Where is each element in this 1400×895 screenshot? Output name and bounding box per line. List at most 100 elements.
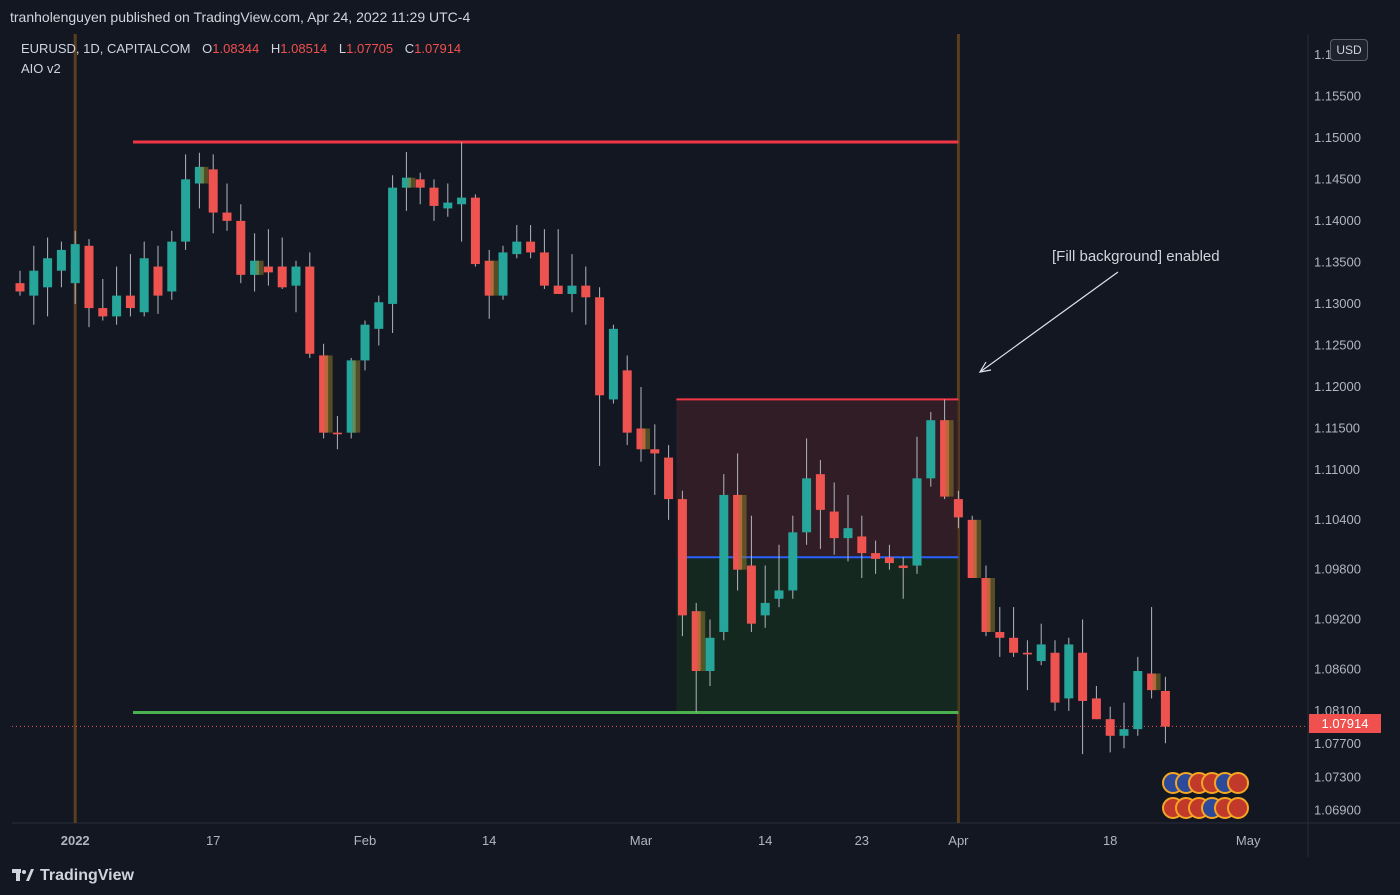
candle-down	[733, 494, 743, 570]
annotation-arrowhead	[978, 361, 992, 373]
candle-up	[250, 260, 260, 275]
highlight-bar	[738, 494, 747, 570]
candle-down	[84, 245, 94, 309]
x-tick-label: 18	[1103, 833, 1117, 848]
y-tick-label: 1.09200	[1314, 612, 1361, 627]
candle-up	[112, 295, 122, 317]
candle-up	[346, 360, 356, 433]
annotation-arrow	[979, 271, 1119, 373]
candle-down	[581, 285, 591, 298]
x-tick-label: 14	[758, 833, 772, 848]
candle-down	[595, 297, 605, 396]
candle-down	[484, 260, 494, 296]
candle-down	[622, 370, 632, 433]
candle-up	[912, 478, 922, 566]
candle-up	[194, 166, 204, 184]
candle-down	[898, 565, 908, 569]
candle-down	[429, 187, 439, 206]
candle-down	[470, 197, 480, 265]
candle-down	[857, 536, 867, 554]
candle-down	[650, 449, 660, 454]
x-tick-label: 2022	[61, 833, 90, 848]
candle-down	[1050, 652, 1060, 703]
y-tick-label: 1.12500	[1314, 337, 1361, 352]
y-tick-label: 1.08600	[1314, 661, 1361, 676]
candle-up	[843, 528, 853, 539]
tradingview-icon	[12, 869, 34, 881]
candle-down	[1147, 673, 1157, 691]
candle-up	[1133, 671, 1143, 730]
y-tick-label: 1.06900	[1314, 803, 1361, 818]
candle-down	[995, 631, 1005, 638]
symbol-label: EURUSD, 1D, CAPITALCOM	[21, 41, 191, 56]
open-label: O	[202, 41, 213, 56]
y-tick-label: 1.11000	[1314, 462, 1360, 477]
y-tick-label: 1.11500	[1314, 421, 1360, 436]
candle-down	[222, 212, 232, 221]
candle-down	[208, 169, 218, 213]
y-tick-label: 1.07700	[1314, 736, 1361, 751]
published-info: tranholenguyen published on TradingView.…	[10, 9, 471, 25]
candle-down	[884, 557, 894, 564]
candle-down	[664, 457, 674, 500]
highlight-bar	[352, 360, 361, 433]
candle-down	[539, 252, 549, 286]
candle-up	[401, 177, 411, 188]
candle-down	[277, 266, 287, 288]
event-flag-icon	[1227, 797, 1249, 819]
candle-up	[774, 590, 784, 599]
last-price-tag: 1.07914	[1309, 714, 1381, 733]
y-tick-label: 1.12000	[1314, 379, 1361, 394]
x-tick-label: Mar	[630, 833, 653, 848]
y-tick-label: 1.07300	[1314, 769, 1361, 784]
candle-down	[677, 499, 687, 616]
candle-up	[802, 478, 812, 533]
candle-down	[967, 519, 977, 578]
candle-down	[953, 499, 963, 518]
candle-up	[788, 532, 798, 591]
indicator-label[interactable]: AIO v2	[21, 61, 61, 76]
candle-down	[636, 428, 646, 450]
candle-down	[1091, 698, 1101, 720]
highlight-bar	[1152, 673, 1161, 691]
candle-up	[29, 270, 39, 296]
candle-down	[15, 283, 25, 292]
annotation-text: [Fill background] enabled	[1052, 248, 1220, 265]
low-label: L	[338, 41, 347, 56]
candle-up	[56, 249, 66, 271]
candle-down	[153, 266, 163, 296]
candle-down	[125, 295, 135, 309]
highlight-bar	[973, 519, 982, 578]
range-fill-lower	[676, 557, 959, 713]
candle-down	[1022, 652, 1032, 655]
x-tick-label: 17	[206, 833, 220, 848]
candle-down	[98, 308, 108, 317]
candle-down	[415, 179, 425, 188]
highlight-bar	[407, 177, 416, 188]
currency-button[interactable]: USD	[1330, 39, 1368, 61]
y-tick-label: 1.15000	[1314, 130, 1361, 145]
open-value: 1.08344	[212, 41, 260, 56]
candle-down	[236, 220, 246, 275]
candle-up	[43, 258, 53, 288]
y-tick-label: 1.13500	[1314, 254, 1361, 269]
brand-label: TradingView	[40, 867, 134, 884]
candle-down	[940, 420, 950, 497]
candle-up	[291, 266, 301, 286]
candle-up	[719, 494, 729, 632]
tradingview-logo[interactable]: TradingView	[12, 867, 134, 885]
candle-up	[1119, 729, 1129, 736]
x-tick-label: 23	[855, 833, 869, 848]
candle-up	[498, 252, 508, 296]
candle-down	[553, 285, 563, 294]
x-tick-label: 14	[482, 833, 496, 848]
candle-up	[457, 197, 467, 205]
candle-down	[305, 266, 315, 354]
footer-bar	[0, 857, 1400, 895]
candle-up	[567, 285, 577, 294]
high-value: 1.08514	[280, 41, 328, 56]
y-tick-label: 1.13000	[1314, 296, 1361, 311]
close-value: 1.07914	[414, 41, 462, 56]
candle-down	[1105, 719, 1115, 736]
